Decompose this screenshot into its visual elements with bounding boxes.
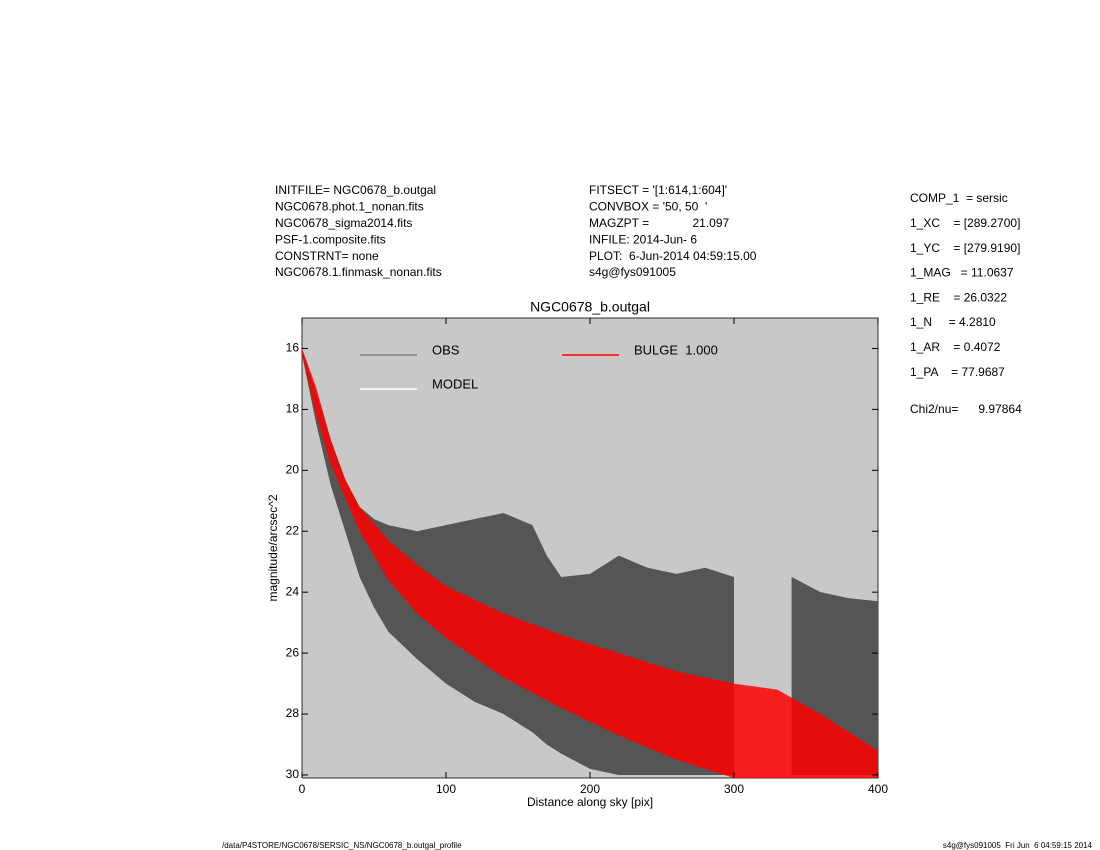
y-tick-label: 30 [286, 767, 300, 781]
x-tick-label: 0 [299, 782, 306, 796]
y-tick-label: 16 [286, 341, 300, 355]
y-tick-label: 20 [286, 462, 300, 476]
header-left-line: NGC0678_sigma2014.fits [275, 216, 412, 230]
header-left-line: NGC0678.phot.1_nonan.fits [275, 200, 424, 214]
header-right-line: 1_YC = [279.9190] [910, 241, 1020, 255]
header-right-line: 1_RE = 26.0322 [910, 290, 1007, 304]
legend-label: BULGE 1.000 [634, 342, 718, 357]
header-middle-line: CONVBOX = '50, 50 ' [589, 200, 707, 214]
header-right-line: 1_AR = 0.4072 [910, 340, 1001, 354]
footer-right: s4g@fys091005 Fri Jun 6 04:59:15 2014 [943, 841, 1093, 850]
header-left-line: NGC0678.1.finmask_nonan.fits [275, 265, 442, 279]
legend-label: MODEL [432, 376, 478, 391]
header-right-line: COMP_1 = sersic [910, 191, 1008, 205]
header-right-line: 1_N = 4.2810 [910, 315, 996, 329]
y-tick-label: 24 [286, 584, 300, 598]
chi2: Chi2/nu= 9.97864 [910, 402, 1022, 416]
header-right-line: 1_MAG = 11.0637 [910, 266, 1014, 280]
data-band [302, 348, 878, 778]
chart-title: NGC0678_b.outgal [530, 299, 650, 315]
y-tick-label: 22 [286, 523, 300, 537]
x-axis-label: Distance along sky [pix] [527, 795, 653, 809]
x-tick-label: 400 [868, 782, 888, 796]
header-left-line: CONSTRNT= none [275, 249, 379, 263]
header-left-line: INITFILE= NGC0678_b.outgal [275, 183, 436, 197]
y-tick-label: 26 [286, 645, 300, 659]
y-tick-label: 28 [286, 706, 300, 720]
x-tick-label: 200 [580, 782, 600, 796]
header-middle-line: MAGZPT = 21.097 [589, 216, 729, 230]
header-left-line: PSF-1.composite.fits [275, 232, 386, 246]
header-right-line: 1_PA = 77.9687 [910, 365, 1005, 379]
footer-left: /data/P4STORE/NGC0678/SERSIC_NS/NGC0678_… [222, 841, 462, 850]
x-tick-label: 300 [724, 782, 744, 796]
x-tick-label: 100 [436, 782, 456, 796]
header-middle-line: PLOT: 6-Jun-2014 04:59:15.00 [589, 249, 757, 263]
y-tick-label: 18 [286, 402, 300, 416]
header-middle-line: INFILE: 2014-Jun- 6 [589, 232, 697, 246]
y-axis-label: magnitude/arcsec^2 [266, 494, 280, 601]
header-right-line: 1_XC = [289.2700] [910, 216, 1020, 230]
legend-label: OBS [432, 342, 460, 357]
header-middle-line: FITSECT = '[1:614,1:604]' [589, 183, 727, 197]
header-middle-line: s4g@fys091005 [589, 265, 676, 279]
